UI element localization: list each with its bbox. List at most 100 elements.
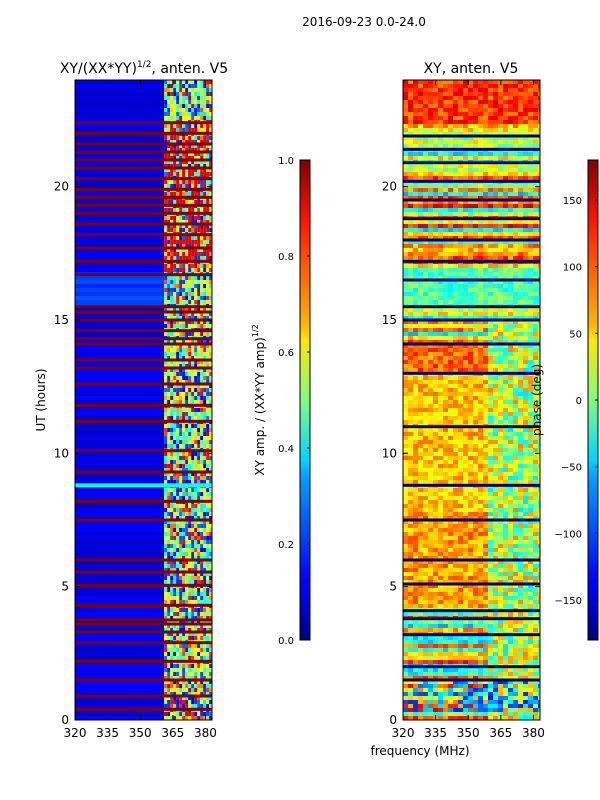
amp-cell	[170, 220, 174, 224]
amp-cell	[167, 508, 171, 512]
amp-cell	[188, 332, 192, 336]
amp-cell	[182, 276, 186, 280]
phase-cell	[518, 192, 523, 196]
phase-cell	[403, 272, 408, 276]
amp-cell	[191, 400, 195, 404]
phase-cell	[513, 228, 518, 232]
amp-cell	[194, 492, 198, 496]
amp-cell	[209, 264, 212, 268]
phase-cell	[408, 240, 413, 244]
phase-cell	[408, 140, 413, 144]
amp-cell	[164, 588, 168, 592]
amp-cell	[167, 668, 171, 672]
amp-cell	[75, 360, 165, 364]
amp-cell	[167, 92, 171, 96]
phase-cell	[418, 356, 423, 360]
phase-cell	[458, 380, 463, 384]
amp-cell	[206, 704, 210, 708]
amp-cell	[182, 356, 186, 360]
phase-cell	[528, 120, 533, 124]
amp-cell	[173, 200, 177, 204]
amp-saturated-row	[75, 583, 212, 587]
amp-cell	[194, 312, 198, 316]
phase-cell	[488, 280, 493, 284]
amp-cell	[164, 464, 168, 468]
amp-cell	[188, 472, 192, 476]
phase-cell	[528, 212, 533, 216]
phase-cell	[508, 272, 513, 276]
amp-cell	[194, 700, 198, 704]
amp-cell	[197, 292, 201, 296]
phase-cell	[538, 120, 540, 124]
amp-cell	[206, 576, 210, 580]
amp-cell	[194, 344, 198, 348]
phase-cell	[503, 212, 508, 216]
amp-cell	[194, 424, 198, 428]
phase-cell	[528, 376, 533, 380]
amp-cell	[167, 608, 171, 612]
phase-cell	[488, 80, 493, 84]
amp-cell	[209, 220, 212, 224]
amp-cell	[164, 364, 168, 368]
phase-cell	[538, 80, 540, 84]
phase-cell	[468, 204, 473, 208]
phase-cell	[483, 168, 488, 172]
phase-cell	[513, 176, 518, 180]
amp-cell	[182, 568, 186, 572]
phase-cell	[523, 288, 528, 292]
phase-cell	[538, 288, 540, 292]
amp-cell	[197, 624, 201, 628]
amp-cell	[173, 372, 177, 376]
amp-cell	[75, 296, 165, 300]
amp-cell	[197, 564, 201, 568]
amp-cell	[179, 476, 183, 480]
phase-cell	[458, 92, 463, 96]
amp-cell	[173, 480, 177, 484]
phase-cell	[458, 100, 463, 104]
phase-cell	[513, 156, 518, 160]
amp-cell	[170, 564, 174, 568]
phase-cell	[533, 196, 538, 200]
phase-cell	[463, 232, 468, 236]
amp-cell	[164, 424, 168, 428]
amp-cell	[188, 136, 192, 140]
amp-cell	[176, 100, 180, 104]
phase-cell	[408, 112, 413, 116]
amp-cell	[191, 224, 195, 228]
amp-cell	[167, 376, 171, 380]
phase-cell	[448, 384, 453, 388]
phase-cell	[433, 132, 438, 136]
phase-cell	[533, 228, 538, 232]
phase-cell	[418, 100, 423, 104]
phase-cell	[538, 228, 540, 232]
amp-cell	[75, 208, 165, 212]
phase-cell	[413, 316, 418, 320]
phase-cell	[423, 364, 428, 368]
amp-cell	[167, 648, 171, 652]
amp-cell	[182, 592, 186, 596]
amp-cell	[203, 516, 207, 520]
amp-cell	[75, 400, 165, 404]
amp-cell	[203, 592, 207, 596]
amp-cell	[206, 636, 210, 640]
amp-cell	[176, 228, 180, 232]
phase-cell	[478, 332, 483, 336]
amp-cell	[182, 208, 186, 212]
phase-cell	[468, 132, 473, 136]
amp-cell	[203, 356, 207, 360]
phase-cell	[463, 144, 468, 148]
amp-cell	[200, 692, 204, 696]
amp-cell	[203, 164, 207, 168]
amp-cell	[194, 608, 198, 612]
amp-cell	[185, 472, 189, 476]
amp-cell	[182, 296, 186, 300]
amp-cell	[206, 644, 210, 648]
phase-cell	[493, 380, 498, 384]
phase-cell	[433, 220, 438, 224]
phase-cell	[443, 336, 448, 340]
amp-cell	[176, 504, 180, 508]
phase-cell	[423, 144, 428, 148]
amp-cell	[170, 368, 174, 372]
amp-cell	[200, 300, 204, 304]
amp-cell	[167, 172, 171, 176]
